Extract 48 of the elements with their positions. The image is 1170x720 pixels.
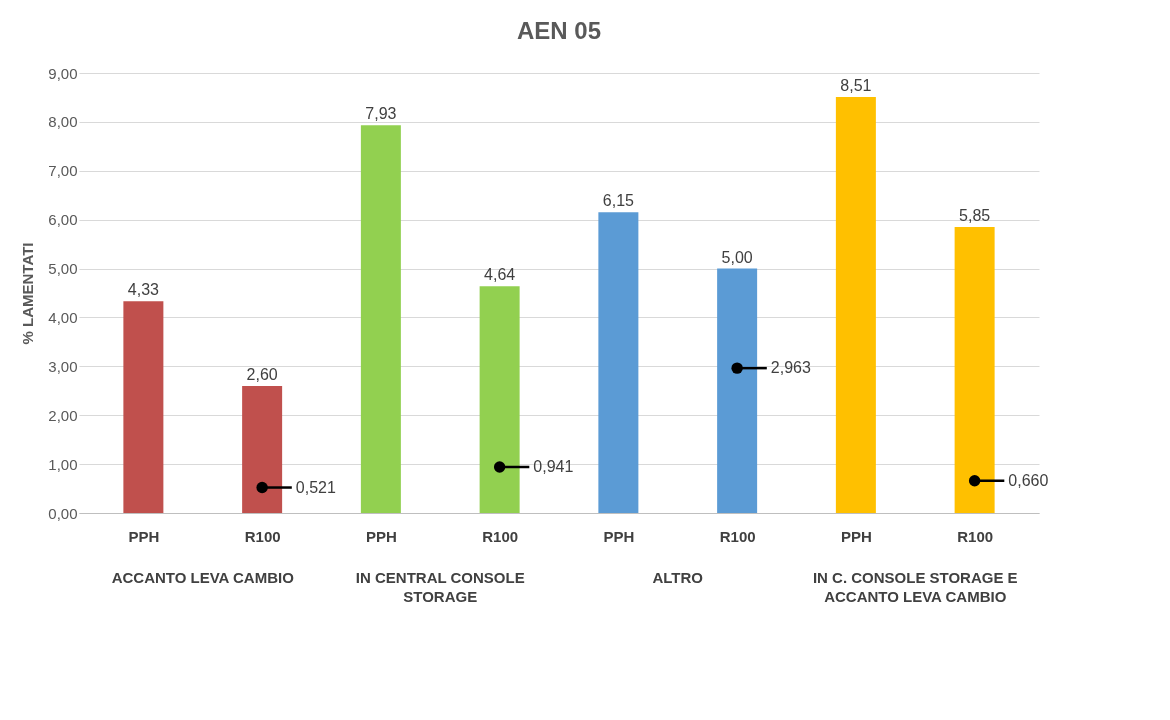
x-tick-label: R100 <box>957 527 994 545</box>
point <box>968 475 981 487</box>
data-label: 6,15 <box>602 192 635 210</box>
point <box>256 481 268 494</box>
text: ALTRO <box>652 569 704 586</box>
x-tick-label: R100 <box>244 527 281 545</box>
bar <box>835 96 876 513</box>
y-tick-label: 9,00 <box>48 64 78 82</box>
y-tick-label: 8,00 <box>48 113 78 131</box>
y-tick-label: 0,00 <box>48 504 78 522</box>
bar <box>360 125 401 513</box>
y-tick-label: 3,00 <box>48 357 78 375</box>
data-label: 2,60 <box>246 365 278 383</box>
x-tick-label: PPH <box>365 527 397 545</box>
point <box>493 461 506 473</box>
x-tick-label: PPH <box>128 527 160 545</box>
x-tick-label: PPH <box>840 527 872 545</box>
data-label: 0,941 <box>533 458 574 475</box>
x-tick-label: R100 <box>482 527 519 545</box>
text: IN C. CONSOLE STORAGE E ACCANTO LEVA CAMBIO <box>812 569 1018 605</box>
y-tick-label: 1,00 <box>48 455 78 473</box>
chart-title: AEN 05 <box>516 17 602 44</box>
data-label: 0,521 <box>295 478 336 496</box>
y-tick-label: 5,00 <box>48 260 78 278</box>
text: IN CENTRAL CONSOLE STORAGE <box>355 569 525 605</box>
data-label: 4,33 <box>127 281 160 299</box>
bar <box>479 286 520 513</box>
bar <box>717 268 758 513</box>
point <box>731 362 743 374</box>
data-label: 7,93 <box>365 105 397 123</box>
y-axis-title: % LAMENTATI <box>19 242 37 345</box>
data-label: 5,00 <box>721 248 753 266</box>
y-tick-label: 4,00 <box>48 308 78 326</box>
bar <box>954 227 995 513</box>
y-tick-label: 7,00 <box>48 162 78 180</box>
y-tick-label: 6,00 <box>48 211 78 229</box>
bar <box>242 385 283 513</box>
data-label: 2,963 <box>770 359 811 377</box>
x-tick-label: PPH <box>603 527 635 545</box>
data-label: 8,51 <box>840 76 872 94</box>
text: ACCANTO LEVA CAMBIO <box>111 569 295 586</box>
x-tick-label: R100 <box>719 527 756 545</box>
bar <box>123 301 164 513</box>
y-tick-label: 2,00 <box>48 406 78 424</box>
data-label: 0,660 <box>1008 471 1049 489</box>
data-label: 4,64 <box>484 266 516 284</box>
bar <box>598 212 639 513</box>
data-label: 5,85 <box>959 207 991 224</box>
